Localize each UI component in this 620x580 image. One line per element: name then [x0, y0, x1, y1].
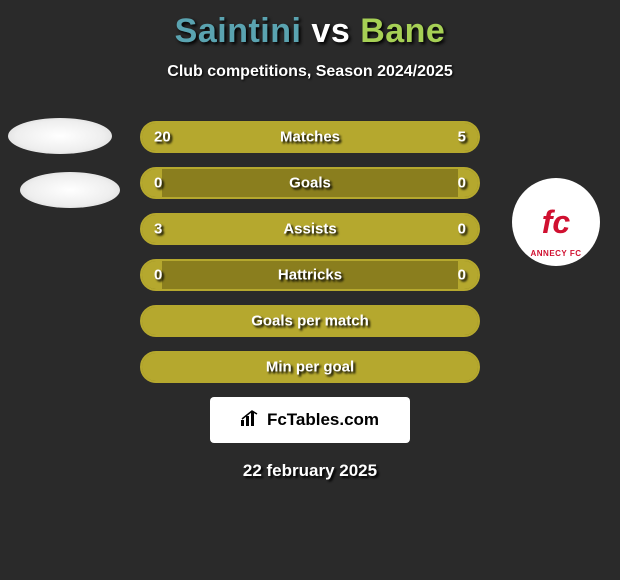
vs-text: vs — [311, 12, 350, 50]
annecy-fc-logo-glyph: fc — [542, 204, 570, 241]
comparison-title: Saintini vs Bane — [0, 0, 620, 51]
stat-value-right: 0 — [458, 175, 466, 192]
player1-club-badge-2 — [20, 172, 120, 208]
fctables-text: FcTables.com — [267, 410, 379, 430]
stat-value-left: 0 — [154, 175, 162, 192]
stats-bars: Matches205Goals00Assists30Hattricks00Goa… — [140, 121, 480, 383]
chart-icon — [241, 410, 261, 431]
player1-club-badge-1 — [8, 118, 112, 154]
player1-name: Saintini — [175, 12, 302, 50]
stat-value-right: 0 — [458, 221, 466, 238]
stat-label: Assists — [142, 221, 478, 238]
snapshot-date: 22 february 2025 — [0, 461, 620, 481]
stat-row: Min per goal — [140, 351, 480, 383]
stat-row: Assists3 0 — [140, 213, 480, 245]
stat-row: Matches20 5 — [140, 121, 480, 153]
stat-label: Goals per match — [142, 313, 478, 330]
stat-label: Matches — [142, 129, 478, 146]
stat-value-left: 3 — [154, 221, 162, 238]
player2-name: Bane — [360, 12, 445, 50]
stat-row: Goals per match — [140, 305, 480, 337]
fctables-watermark: FcTables.com — [210, 397, 410, 443]
annecy-fc-logo-text: ANNECY FC — [512, 249, 600, 258]
stat-label: Goals — [142, 175, 478, 192]
stat-row: Hattricks0 0 — [140, 259, 480, 291]
stat-value-right: 0 — [458, 267, 466, 284]
subtitle: Club competitions, Season 2024/2025 — [0, 63, 620, 81]
stat-value-right: 5 — [458, 129, 466, 146]
player2-club-badge: fc ANNECY FC — [512, 178, 600, 266]
stat-value-left: 0 — [154, 267, 162, 284]
stat-value-left: 20 — [154, 129, 171, 146]
stat-label: Hattricks — [142, 267, 478, 284]
stat-label: Min per goal — [142, 359, 478, 376]
stat-row: Goals0 0 — [140, 167, 480, 199]
